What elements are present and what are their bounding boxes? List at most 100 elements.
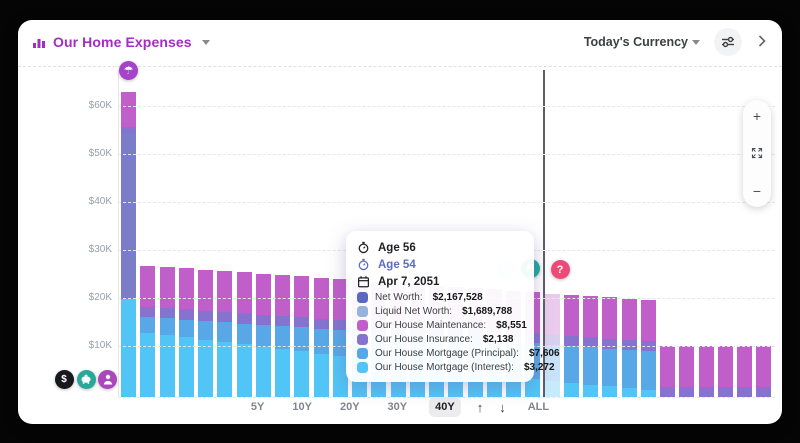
bar-segment xyxy=(602,386,618,397)
series-color-dot xyxy=(357,333,368,345)
tooltip-row-value: $1,689,788 xyxy=(462,305,513,317)
tooltip-row-value: $3,272 xyxy=(523,361,555,373)
bar-segment xyxy=(275,326,290,349)
bar[interactable] xyxy=(121,91,136,397)
bar[interactable] xyxy=(602,297,618,397)
tooltip-age-secondary-row: Age 54 xyxy=(357,256,523,273)
series-color-dot xyxy=(357,291,368,303)
person-badge[interactable] xyxy=(98,369,117,389)
bar-segment xyxy=(621,350,637,389)
bar[interactable] xyxy=(236,272,252,397)
bar-segment xyxy=(332,278,348,320)
bar[interactable] xyxy=(544,293,560,397)
bar-segment xyxy=(217,270,233,312)
bar-segment xyxy=(602,297,618,339)
umbrella-icon: ☂ xyxy=(123,64,134,77)
tooltip-row-label: Liquid Net Worth: xyxy=(375,305,453,317)
bar[interactable] xyxy=(140,265,156,397)
tooltip-row: Liquid Net Worth: $1,689,788 xyxy=(357,304,523,318)
bar[interactable] xyxy=(583,296,598,397)
zoom-out-button[interactable]: − xyxy=(752,183,762,199)
timeframe-button-10y[interactable]: 10Y xyxy=(292,401,312,413)
expenses-badge[interactable]: $ xyxy=(54,369,74,389)
bar[interactable] xyxy=(621,298,637,397)
bar-segment xyxy=(140,306,156,317)
bar[interactable] xyxy=(178,268,194,397)
bar-segment xyxy=(737,345,752,387)
bar[interactable] xyxy=(563,294,579,397)
gridline xyxy=(118,106,775,107)
bar-segment xyxy=(583,384,598,397)
bar-segment xyxy=(525,378,541,397)
tooltip-row-label: Our House Mortgage (Interest): xyxy=(375,361,514,373)
stopwatch-icon xyxy=(358,241,369,254)
bar[interactable] xyxy=(275,274,290,397)
bar-segment xyxy=(756,345,772,387)
tooltip-row: Net Worth: $2,167,528 xyxy=(357,290,523,304)
chart-title-dropdown[interactable]: Our Home Expenses xyxy=(32,20,210,64)
savings-badge[interactable] xyxy=(76,369,96,389)
bar-segment xyxy=(583,347,598,385)
bar[interactable] xyxy=(679,345,695,397)
series-color-dot xyxy=(357,319,368,331)
bar-segment xyxy=(756,386,772,397)
timeframe-button-40y[interactable]: 40Y xyxy=(429,397,461,417)
tooltip-row-label: Our House Insurance: xyxy=(375,333,473,345)
step-up-button[interactable]: ↑ xyxy=(476,399,484,415)
next-panel-button[interactable] xyxy=(756,33,768,52)
y-axis-label: $50K xyxy=(88,148,112,159)
house-purchase-marker[interactable]: ☂ xyxy=(119,60,138,80)
bar[interactable] xyxy=(698,345,714,397)
tooltip-row-value: $8,551 xyxy=(496,319,527,331)
bar[interactable] xyxy=(159,266,175,397)
bar-segment xyxy=(332,319,348,331)
bar-segment xyxy=(255,324,271,347)
step-down-button[interactable]: ↓ xyxy=(499,399,506,415)
bar[interactable] xyxy=(717,345,733,397)
bar[interactable] xyxy=(737,345,752,397)
timeframe-all-button[interactable]: ALL xyxy=(527,401,550,413)
timeframe-button-5y[interactable]: 5Y xyxy=(250,401,265,413)
person-icon xyxy=(103,374,112,384)
bar-segment xyxy=(140,316,156,333)
tooltip-row-label: Our House Mortgage (Principal): xyxy=(375,347,519,359)
bar-segment xyxy=(583,337,598,348)
tooltip-row-value: $7,606 xyxy=(528,347,560,359)
timeframe-button-30y[interactable]: 30Y xyxy=(387,401,408,413)
bar-segment xyxy=(121,91,136,127)
cursor-line[interactable] xyxy=(543,70,545,397)
bar-segment xyxy=(217,322,233,342)
axis-line xyxy=(118,70,119,397)
currency-dropdown[interactable]: Today's Currency xyxy=(584,35,700,49)
bar[interactable] xyxy=(313,277,329,397)
bar[interactable] xyxy=(756,345,772,397)
tooltip: Age 56 Age 54 Apr 7, 2051 Net Worth: $2,1… xyxy=(346,231,560,382)
bar-segment xyxy=(621,388,637,397)
bar-segment xyxy=(275,274,290,316)
timeframe-button-20y[interactable]: 20Y xyxy=(339,401,360,413)
bar-chart-icon xyxy=(33,38,45,48)
filters-button[interactable] xyxy=(714,28,742,56)
bar[interactable] xyxy=(294,276,310,397)
tooltip-row: Our House Mortgage (Interest): $3,272 xyxy=(357,360,555,374)
series-color-dot xyxy=(357,347,368,359)
bar-segment xyxy=(640,389,656,397)
bar[interactable] xyxy=(332,278,348,397)
bar-segment xyxy=(679,345,695,387)
bar-segment xyxy=(159,266,175,308)
bar-segment xyxy=(563,335,579,347)
tooltip-date-row: Apr 7, 2051 xyxy=(357,273,523,290)
bar-segment xyxy=(159,334,175,397)
bar[interactable] xyxy=(217,270,233,397)
bar[interactable] xyxy=(660,345,675,397)
zoom-in-button[interactable]: + xyxy=(752,108,762,124)
bar-segment xyxy=(236,272,252,314)
bar[interactable] xyxy=(640,300,656,397)
bar[interactable] xyxy=(255,273,271,397)
zoom-fit-button[interactable] xyxy=(751,147,763,161)
y-axis-label: $60K xyxy=(88,100,112,111)
tooltip-row-value: $2,167,528 xyxy=(432,291,483,303)
stopwatch-icon xyxy=(358,258,369,271)
bar[interactable] xyxy=(198,269,213,397)
help-badge[interactable]: ? xyxy=(550,260,570,279)
